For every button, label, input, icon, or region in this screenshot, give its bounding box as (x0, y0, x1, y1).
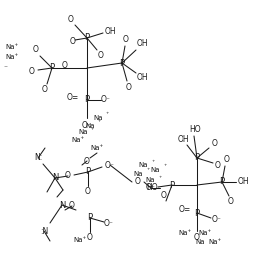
Text: O: O (62, 61, 68, 70)
Text: O: O (70, 36, 76, 45)
Text: Na⁺: Na⁺ (208, 239, 222, 245)
Text: ⁻: ⁻ (3, 64, 7, 73)
Text: Na⁺: Na⁺ (178, 230, 192, 236)
Text: O: O (135, 177, 141, 186)
Text: ⁺: ⁺ (90, 127, 94, 132)
Text: P: P (84, 34, 90, 43)
Text: O: O (65, 172, 71, 181)
Text: Na: Na (78, 129, 88, 135)
Text: ⁺: ⁺ (163, 164, 167, 169)
Text: O⁻: O⁻ (146, 184, 156, 193)
Text: HO: HO (146, 184, 158, 193)
Text: Na⁺: Na⁺ (73, 237, 87, 243)
Text: O⁻: O⁻ (105, 160, 115, 169)
Text: OH: OH (136, 73, 148, 82)
Text: P: P (219, 177, 225, 186)
Text: O: O (68, 15, 74, 24)
Text: ⁺: ⁺ (105, 113, 109, 118)
Text: P: P (49, 64, 55, 73)
Text: Na: Na (85, 123, 95, 129)
Text: O: O (123, 35, 129, 44)
Text: O⁻: O⁻ (212, 215, 222, 225)
Text: N: N (59, 201, 65, 210)
Text: O: O (212, 139, 218, 148)
Text: Na⁺: Na⁺ (5, 44, 19, 50)
Text: P: P (195, 153, 199, 163)
Text: N:: N: (34, 153, 42, 163)
Text: OH: OH (136, 39, 148, 48)
Text: O: O (98, 52, 104, 60)
Text: O⁻: O⁻ (82, 120, 92, 130)
Text: O: O (194, 234, 200, 243)
Text: P: P (87, 214, 93, 222)
Text: Na⁺: Na⁺ (90, 145, 104, 151)
Text: Na: Na (133, 171, 143, 177)
Text: O: O (224, 156, 230, 164)
Text: :N: :N (40, 227, 48, 235)
Text: O: O (126, 84, 132, 93)
Text: O: O (42, 85, 48, 94)
Text: ⁺: ⁺ (97, 120, 101, 126)
Text: O: O (161, 190, 167, 200)
Text: O: O (29, 66, 35, 76)
Text: O⁻: O⁻ (104, 219, 114, 228)
Text: Na⁺: Na⁺ (5, 54, 19, 60)
Text: Na⁺: Na⁺ (71, 137, 85, 143)
Text: O: O (215, 161, 221, 171)
Text: Na: Na (145, 177, 155, 183)
Text: P: P (85, 168, 91, 177)
Text: P: P (84, 95, 90, 105)
Text: O⁻: O⁻ (101, 95, 111, 105)
Text: O=: O= (179, 206, 191, 214)
Text: ⁺: ⁺ (158, 176, 162, 181)
Text: Na: Na (195, 239, 205, 245)
Text: Na: Na (138, 162, 148, 168)
Text: Na⁺: Na⁺ (198, 230, 212, 236)
Text: O: O (85, 188, 91, 197)
Text: P: P (119, 59, 125, 68)
Text: Na: Na (93, 115, 103, 121)
Text: O: O (228, 197, 234, 206)
Text: O=: O= (67, 93, 79, 102)
Text: OH: OH (237, 177, 249, 186)
Text: ⁺: ⁺ (146, 168, 150, 173)
Text: O: O (87, 234, 93, 243)
Text: Na: Na (150, 167, 160, 173)
Text: N: N (52, 173, 58, 182)
Text: OH: OH (177, 135, 189, 143)
Text: P: P (195, 209, 199, 218)
Text: O: O (84, 156, 90, 165)
Text: OH: OH (104, 27, 116, 35)
Text: HO: HO (189, 126, 201, 135)
Text: P: P (169, 181, 175, 189)
Text: O: O (69, 202, 75, 210)
Text: ⁺: ⁺ (151, 160, 155, 164)
Text: O: O (33, 45, 39, 55)
